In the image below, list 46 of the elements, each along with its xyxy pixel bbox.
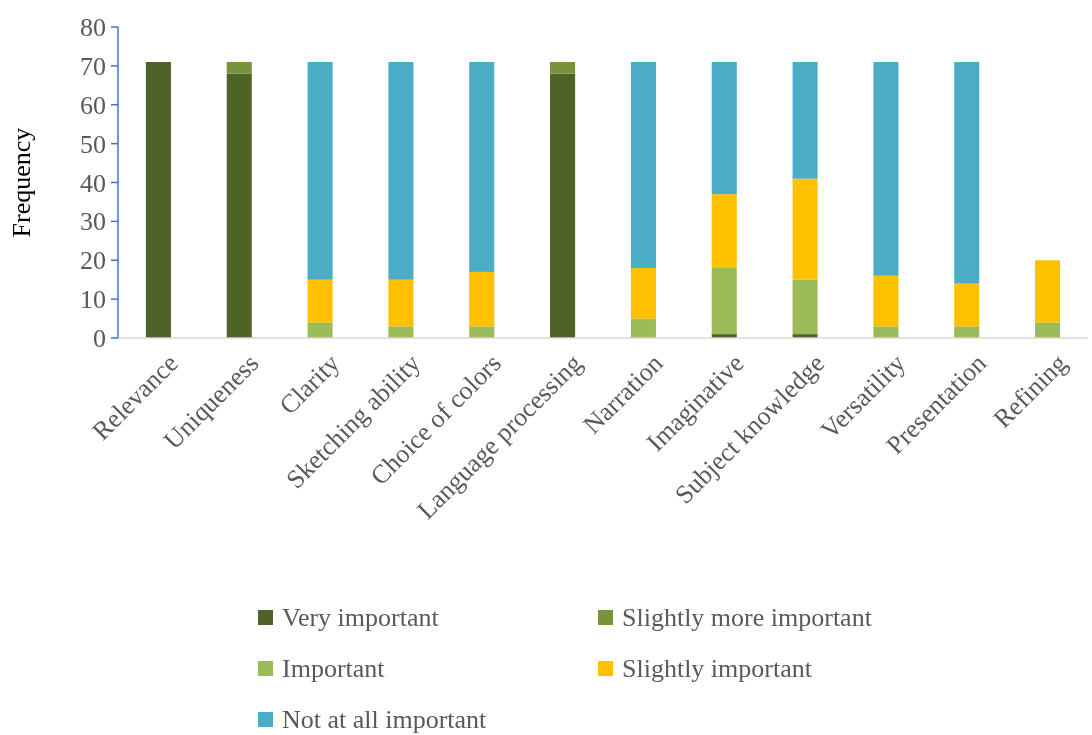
bar	[388, 326, 414, 338]
bar	[307, 322, 333, 338]
bar	[307, 61, 333, 280]
legend-label: Slightly more important	[622, 603, 873, 633]
bar	[1035, 260, 1061, 323]
y-axis-title: Frequency	[7, 127, 36, 238]
bar	[469, 61, 495, 272]
bar	[792, 61, 818, 179]
y-tick-label: 20	[80, 246, 106, 276]
bar	[792, 279, 818, 335]
bar	[630, 268, 656, 319]
bar	[873, 61, 899, 276]
bar	[711, 61, 737, 195]
bar	[1035, 322, 1061, 338]
bar	[469, 271, 495, 327]
legend-label: Very important	[282, 603, 440, 633]
y-tick-label: 50	[80, 129, 106, 159]
y-tick-label: 80	[80, 13, 106, 43]
bar	[388, 61, 414, 280]
y-tick-label: 10	[80, 285, 106, 315]
bar	[226, 73, 252, 338]
y-tick-label: 30	[80, 207, 106, 237]
y-tick-label: 0	[93, 324, 106, 354]
bar	[630, 61, 656, 269]
bar	[307, 279, 333, 323]
y-tick-label: 60	[80, 90, 106, 120]
bar	[873, 275, 899, 327]
bar	[550, 61, 576, 74]
bar	[954, 61, 980, 284]
bar	[954, 283, 980, 327]
bar	[630, 318, 656, 338]
legend-label: Not at all important	[282, 705, 488, 735]
bar	[711, 194, 737, 269]
y-tick-label: 70	[80, 51, 106, 81]
bar	[226, 61, 252, 74]
y-tick-label: 40	[80, 168, 106, 198]
legend-label: Important	[282, 654, 386, 684]
bar	[388, 279, 414, 327]
bar	[873, 326, 899, 338]
bar	[711, 268, 737, 335]
legend-label: Slightly important	[622, 654, 813, 684]
bar	[954, 326, 980, 338]
bar	[550, 73, 576, 338]
bar	[792, 178, 818, 280]
bar	[145, 61, 171, 338]
bar	[469, 326, 495, 338]
